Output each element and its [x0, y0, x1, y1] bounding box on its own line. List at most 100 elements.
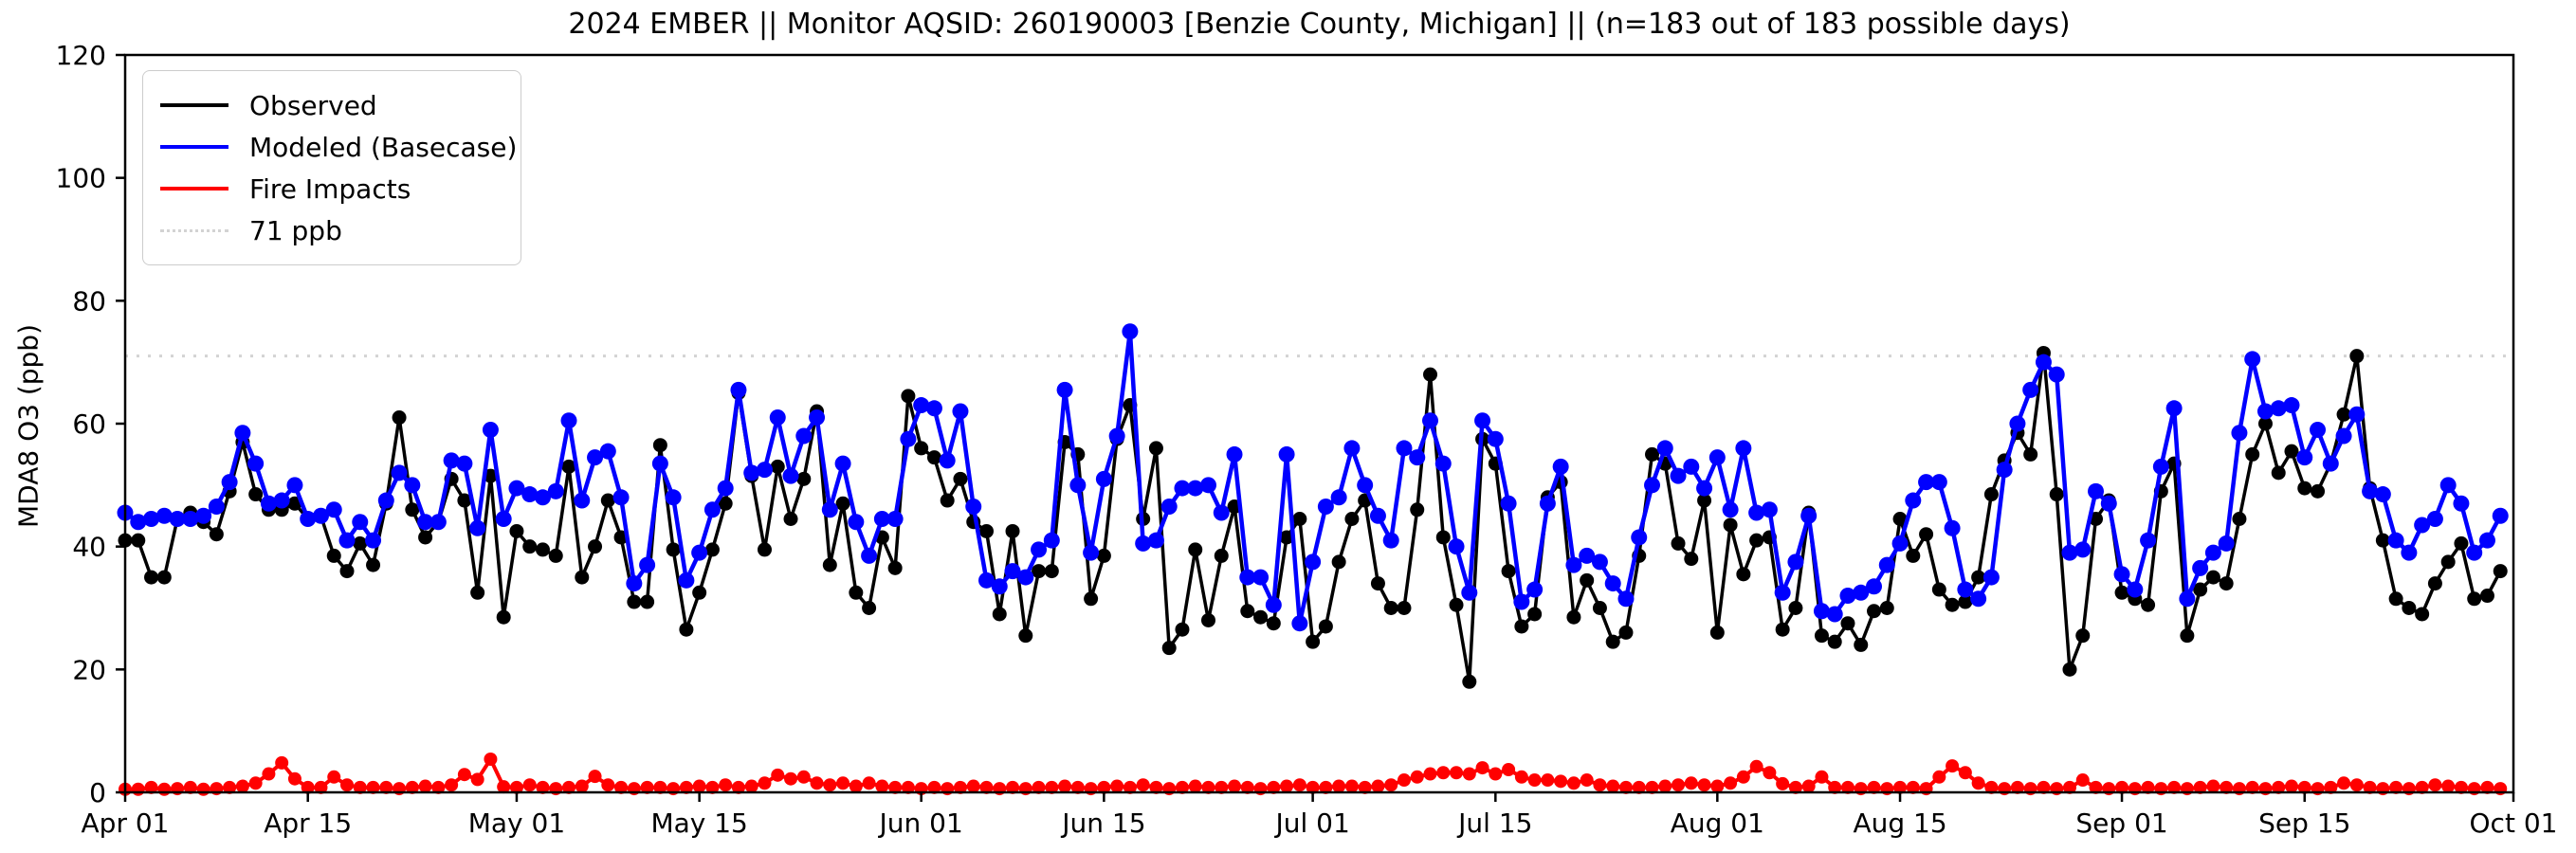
legend-item-observed: Observed [160, 84, 502, 126]
fire-impacts-marker [418, 779, 432, 793]
observed-marker [914, 441, 929, 456]
modeled-basecase-marker [939, 452, 956, 469]
modeled-basecase-marker [1174, 480, 1191, 497]
modeled-basecase-marker [1422, 412, 1439, 429]
legend: Observed Modeled (Basecase) Fire Impacts… [142, 70, 521, 265]
modeled-basecase-marker [1656, 440, 1673, 457]
legend-item-modeled: Modeled (Basecase) [160, 126, 517, 168]
modeled-basecase-marker [2478, 532, 2495, 549]
modeled-basecase-marker [1239, 569, 1256, 586]
modeled-basecase-marker [809, 409, 826, 426]
fire-impacts-marker [2428, 778, 2442, 792]
observed-marker [640, 594, 655, 609]
modeled-basecase-marker [587, 449, 604, 466]
observed-marker [1592, 601, 1607, 615]
modeled-basecase-marker [391, 464, 408, 481]
fire-impacts-marker [1045, 780, 1059, 794]
legend-label-observed: Observed [249, 89, 377, 121]
x-tick-label: Oct 01 [2470, 808, 2558, 839]
observed-marker [2388, 591, 2403, 607]
fire-impacts-marker [1958, 766, 1972, 780]
observed-marker [1423, 367, 1438, 382]
modeled-basecase-marker [273, 492, 290, 509]
fire-impacts-marker [1410, 770, 1424, 784]
fire-impacts-marker [1763, 766, 1777, 780]
observed-marker [2232, 511, 2247, 526]
modeled-basecase-marker [913, 397, 930, 414]
fire-impacts-marker [901, 780, 915, 794]
modeled-basecase-marker [1135, 535, 1152, 552]
fire-impacts-marker [2454, 780, 2468, 794]
fire-impacts-marker [131, 782, 145, 796]
observed-marker [1919, 527, 1934, 542]
observed-marker [1501, 564, 1516, 579]
modeled-basecase-marker [599, 443, 616, 460]
modeled-basecase-marker [1043, 532, 1060, 549]
observed-marker [2193, 582, 2208, 597]
fire-impacts-marker [640, 780, 654, 794]
observed-marker [2349, 349, 2365, 364]
fire-impacts-marker [248, 776, 263, 790]
modeled-basecase-marker [717, 480, 734, 497]
observed-marker [718, 496, 733, 511]
observed-marker [2257, 416, 2273, 431]
observed-marker [1645, 446, 1660, 462]
modeled-basecase-marker [691, 544, 708, 561]
modeled-basecase-marker [1565, 556, 1582, 573]
observed-marker [2205, 570, 2220, 585]
observed-marker [1200, 612, 1215, 627]
modeled-basecase-marker [1579, 547, 1596, 564]
modeled-basecase-marker [560, 412, 577, 429]
modeled-basecase-marker [155, 507, 173, 524]
modeled-basecase-marker [456, 455, 473, 472]
modeled-basecase-marker [2401, 544, 2418, 561]
modeled-basecase-marker [2009, 415, 2026, 432]
fire-impacts-marker [601, 778, 615, 792]
modeled-basecase-marker [1774, 584, 1791, 601]
observed-marker [1723, 517, 1738, 533]
modeled-basecase-marker [286, 477, 303, 494]
fire-impacts-marker [2167, 780, 2182, 794]
fire-impacts-marker [405, 780, 419, 794]
fire-impacts-marker [1306, 780, 1320, 794]
modeled-basecase-marker [2362, 482, 2379, 499]
modeled-basecase-marker [2152, 458, 2169, 475]
fire-impacts-marker [692, 779, 706, 793]
fire-impacts-marker [2089, 780, 2103, 794]
fire-impacts-marker [2441, 779, 2456, 793]
observed-marker [1318, 619, 1333, 634]
fire-impacts-marker [2363, 780, 2377, 794]
observed-marker [2440, 554, 2456, 570]
observed-marker [1018, 628, 1033, 644]
observed-marker [2493, 564, 2508, 579]
modeled-basecase-marker [417, 514, 434, 531]
modeled-basecase-marker [2088, 482, 2105, 499]
modeled-basecase-marker [1004, 563, 1021, 580]
fire-impacts-marker [796, 770, 811, 784]
observed-marker [2023, 446, 2038, 462]
observed-marker [2454, 535, 2469, 551]
fire-impacts-marker [1188, 779, 1202, 793]
fire-impacts-marker [1070, 780, 1085, 794]
modeled-basecase-marker [1108, 427, 1125, 445]
fire-impacts-marker [1606, 779, 1620, 793]
fire-impacts-marker [2297, 780, 2311, 794]
modeled-basecase-marker [2374, 486, 2391, 503]
observed-marker [1931, 582, 1946, 597]
observed-marker [887, 560, 903, 575]
fire-impacts-marker [223, 780, 237, 794]
modeled-basecase-marker [861, 547, 878, 564]
y-tick-label: 40 [72, 532, 106, 563]
y-tick-label: 100 [56, 163, 106, 194]
fire-impacts-marker [445, 778, 459, 792]
observed-marker [1840, 616, 1855, 631]
fire-impacts-marker [1724, 776, 1738, 790]
fire-impacts-marker [327, 770, 341, 784]
observed-marker [1344, 511, 1360, 526]
fire-impacts-marker [731, 780, 745, 794]
fire-impacts-marker [314, 780, 328, 794]
fire-impacts-marker [614, 780, 629, 794]
fire-impacts-marker [836, 776, 850, 790]
modeled-basecase-marker [1853, 584, 1870, 601]
modeled-basecase-marker [1291, 615, 1308, 632]
